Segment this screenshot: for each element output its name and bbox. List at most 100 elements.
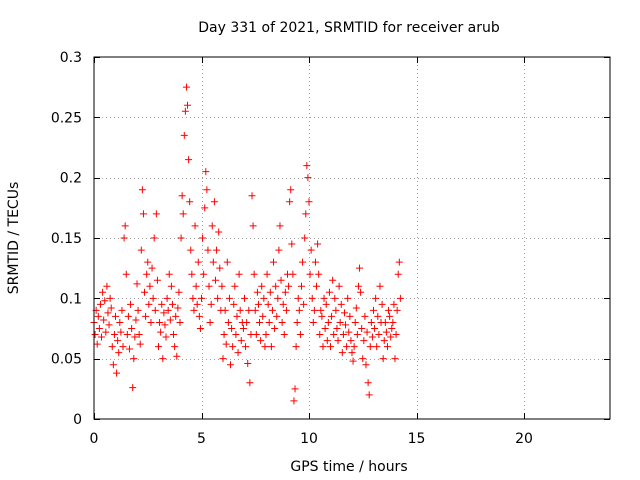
data-point: [151, 306, 159, 314]
data-point: [165, 270, 173, 278]
grid: [94, 57, 610, 419]
data-point: [174, 304, 182, 312]
data-point: [136, 340, 144, 348]
data-point: [162, 333, 170, 341]
data-point: [170, 331, 178, 339]
data-point: [378, 300, 386, 308]
data-point: [139, 210, 147, 218]
data-point: [395, 258, 403, 266]
data-point: [347, 337, 355, 345]
data-point: [278, 318, 286, 326]
data-point: [94, 312, 102, 320]
data-point: [115, 349, 123, 357]
data-point: [340, 309, 348, 317]
data-point: [323, 337, 331, 345]
data-point: [335, 282, 343, 290]
data-point: [260, 294, 268, 302]
data-point: [102, 328, 110, 336]
data-point: [272, 282, 280, 290]
data-point: [290, 397, 298, 405]
data-series: [90, 83, 404, 405]
data-point: [210, 198, 218, 206]
data-point: [314, 240, 322, 248]
data-point: [370, 306, 377, 314]
data-point: [388, 325, 396, 332]
data-point: [345, 328, 353, 336]
data-point: [131, 333, 139, 341]
data-point: [252, 331, 260, 339]
data-point: [227, 361, 235, 369]
data-point: [186, 198, 194, 206]
data-point: [258, 282, 266, 290]
data-point: [232, 331, 240, 339]
data-point: [261, 343, 269, 351]
data-point: [216, 264, 224, 272]
data-point: [310, 306, 318, 314]
data-point: [172, 312, 180, 320]
data-point: [342, 321, 350, 329]
data-point: [156, 318, 164, 326]
data-point: [192, 282, 200, 290]
data-point: [181, 107, 189, 115]
data-point: [350, 343, 358, 351]
data-point: [308, 294, 316, 302]
data-point: [100, 316, 108, 324]
data-point: [241, 294, 248, 302]
data-point: [116, 318, 124, 326]
data-point: [243, 318, 251, 326]
data-point: [167, 282, 175, 290]
data-point: [219, 355, 227, 363]
data-point: [120, 234, 128, 242]
data-point: [121, 222, 129, 230]
data-point: [322, 300, 330, 308]
data-point: [244, 359, 252, 367]
data-point: [220, 331, 228, 339]
data-point: [293, 318, 301, 326]
data-point: [274, 294, 282, 302]
data-point: [132, 316, 140, 324]
data-point: [303, 162, 311, 170]
data-point: [306, 270, 314, 278]
data-point: [235, 270, 243, 278]
data-point: [374, 312, 382, 320]
data-point: [281, 288, 289, 296]
data-point: [103, 282, 111, 290]
data-point: [315, 270, 323, 278]
data-point: [330, 331, 338, 339]
data-point: [334, 337, 342, 345]
data-point: [302, 210, 310, 218]
data-point: [179, 210, 187, 218]
data-point: [107, 304, 115, 312]
data-point: [325, 288, 333, 296]
data-point: [231, 282, 239, 290]
data-point: [200, 270, 208, 278]
data-point: [133, 280, 141, 288]
data-point: [368, 333, 376, 341]
data-point: [228, 325, 236, 332]
data-point: [185, 156, 193, 164]
data-point: [248, 192, 256, 200]
data-point: [359, 355, 367, 363]
data-point: [138, 186, 146, 194]
data-point: [201, 204, 209, 212]
data-point: [366, 343, 374, 351]
data-point: [208, 222, 216, 230]
data-point: [239, 325, 247, 332]
data-point: [282, 306, 290, 314]
data-point: [137, 246, 145, 254]
data-point: [215, 228, 223, 236]
data-point: [389, 318, 397, 326]
data-point: [381, 318, 389, 326]
data-point: [204, 246, 212, 254]
data-point: [106, 294, 114, 302]
data-point: [143, 270, 151, 278]
data-point: [163, 294, 171, 302]
chart-title: Day 331 of 2021, SRMTID for receiver aru…: [198, 20, 500, 36]
data-point: [251, 306, 259, 314]
data-point: [265, 318, 273, 326]
data-point: [271, 325, 279, 332]
data-point: [333, 325, 341, 332]
data-point: [386, 312, 394, 320]
data-point: [168, 300, 176, 308]
data-point: [166, 316, 174, 324]
